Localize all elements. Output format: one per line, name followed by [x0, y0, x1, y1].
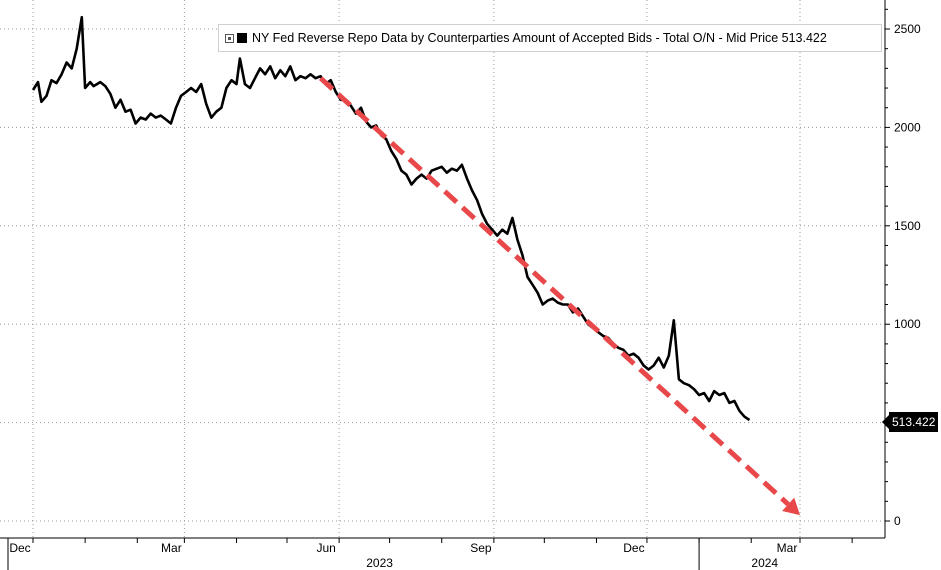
grid	[0, 0, 885, 538]
legend: NY Fed Reverse Repo Data by Counterparti…	[218, 24, 882, 52]
y-tick-label: 2000	[894, 120, 921, 134]
trend-arrow-head	[782, 497, 800, 516]
trend-arrow-shaft	[318, 76, 790, 507]
legend-swatch	[237, 33, 247, 43]
year-label: 2024	[751, 556, 778, 570]
series-line	[31, 15, 751, 422]
trend-arrow-layer	[318, 76, 800, 516]
legend-checkbox-icon[interactable]	[225, 33, 234, 43]
y-tick-label: 0	[894, 514, 901, 528]
y-tick-label: 1000	[894, 317, 921, 331]
legend-label: NY Fed Reverse Repo Data by Counterparti…	[252, 31, 827, 45]
y-axis-ticks: 05001000150020002500	[885, 8, 921, 528]
plot-frame	[0, 0, 886, 539]
y-tick-label: 2500	[894, 22, 921, 36]
last-value-tag: 513.422	[881, 412, 939, 432]
y-tick-label: 1500	[894, 219, 921, 233]
series-layer	[31, 15, 751, 422]
x-tick-label: Mar	[161, 541, 182, 555]
year-label: 2023	[366, 556, 393, 570]
x-tick-label: Dec	[9, 541, 30, 555]
x-tick-label: Dec	[623, 541, 644, 555]
year-labels: 2023 2024	[366, 556, 778, 570]
x-tick-label: Jun	[316, 541, 335, 555]
x-tick-label: Sep	[470, 541, 492, 555]
x-tick-label: Mar	[777, 541, 798, 555]
x-axis-ticks: Dec Mar Jun Sep Dec Mar	[7, 538, 853, 570]
